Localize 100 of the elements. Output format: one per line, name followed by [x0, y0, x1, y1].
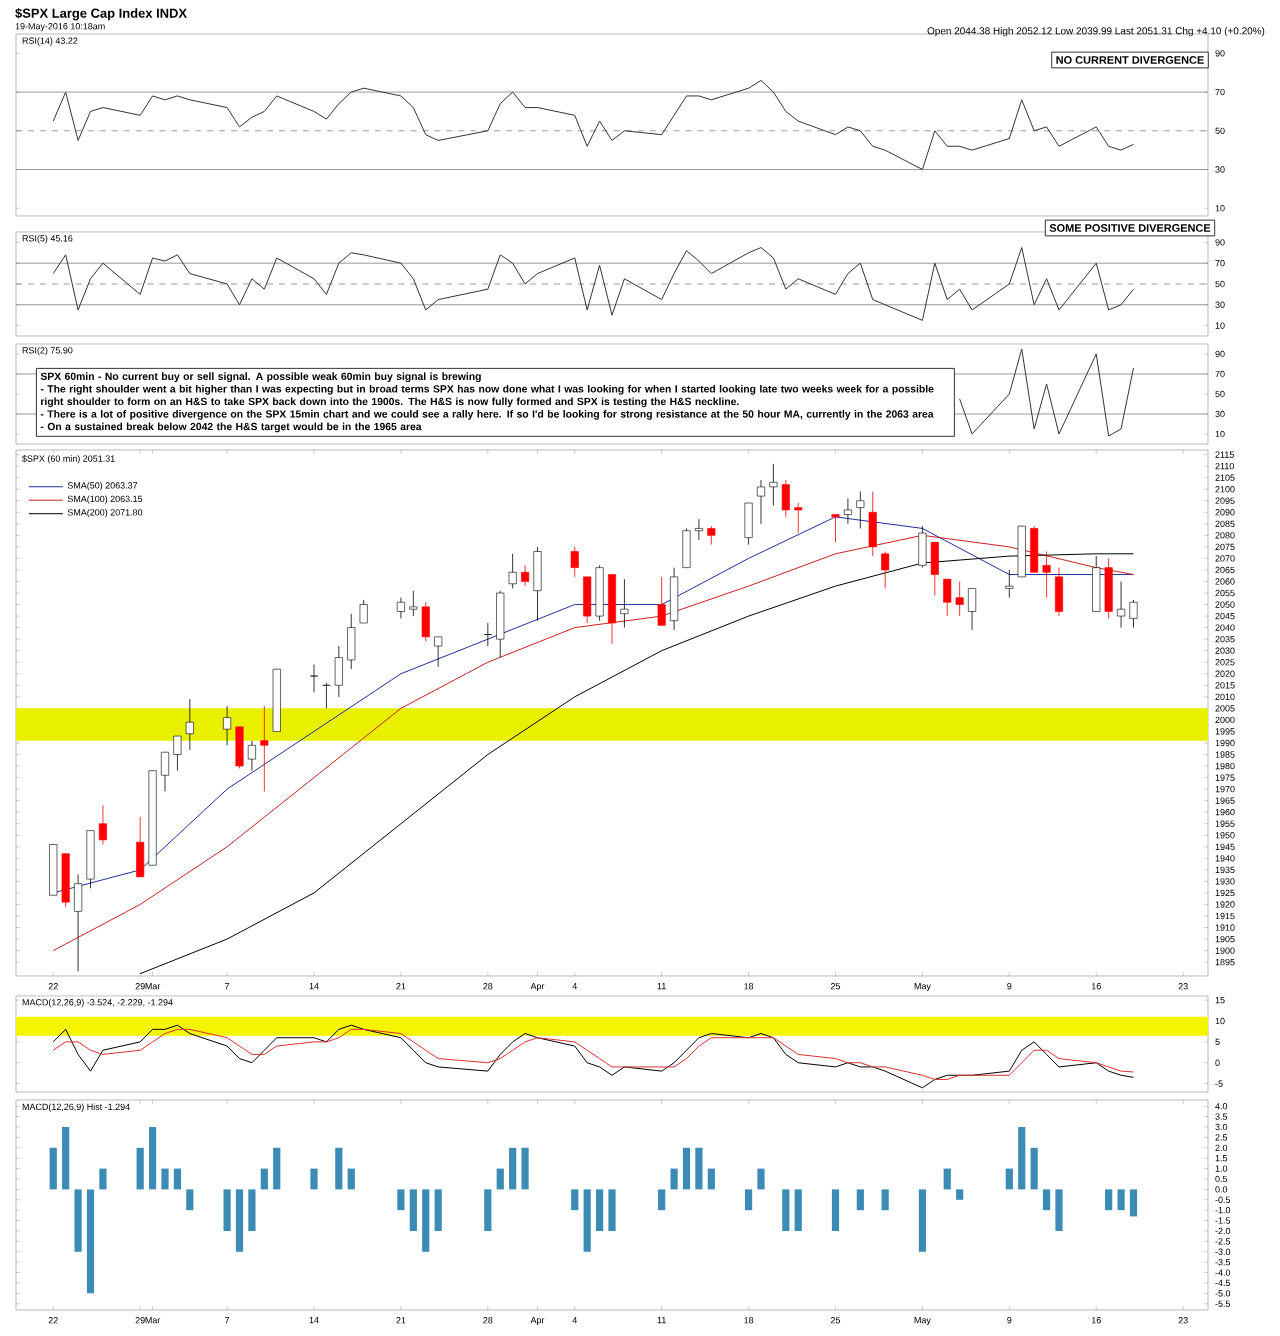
candlestick	[309, 664, 319, 693]
candlestick	[694, 518, 703, 541]
bar	[223, 1189, 231, 1231]
bar	[695, 1147, 703, 1190]
candlestick	[223, 705, 232, 746]
bar	[608, 1189, 616, 1231]
bar	[1042, 1189, 1051, 1211]
bar	[235, 1189, 244, 1252]
bar	[409, 1189, 417, 1231]
bar	[310, 1168, 318, 1190]
candlestick	[409, 590, 418, 617]
bar	[744, 1189, 753, 1211]
bar	[782, 1189, 790, 1231]
bar	[335, 1147, 343, 1190]
candlestick	[347, 613, 356, 670]
bar	[583, 1189, 591, 1252]
candlestick	[620, 578, 629, 629]
bar	[161, 1168, 169, 1190]
bar	[496, 1168, 504, 1190]
candlestick	[74, 874, 83, 972]
bar	[173, 1168, 182, 1190]
candlestick	[260, 705, 269, 792]
bar	[571, 1189, 579, 1211]
bar	[757, 1168, 765, 1190]
bar	[1030, 1147, 1038, 1190]
candlestick	[794, 502, 803, 534]
candlestick	[396, 597, 405, 619]
bar	[521, 1147, 529, 1190]
line-series	[52, 247, 1134, 321]
candlestick	[707, 525, 716, 545]
bar	[956, 1189, 964, 1200]
candlestick	[868, 491, 877, 557]
bar	[148, 1127, 157, 1190]
candlestick	[682, 528, 691, 569]
candlestick	[930, 541, 939, 596]
bar	[74, 1189, 82, 1252]
bar	[943, 1168, 951, 1190]
bar	[136, 1147, 144, 1190]
candlestick	[831, 514, 840, 543]
candlestick	[1054, 567, 1064, 617]
candlestick	[881, 551, 890, 589]
bar	[49, 1147, 57, 1190]
bar	[397, 1189, 405, 1211]
bar	[1018, 1127, 1026, 1190]
bar	[856, 1189, 864, 1211]
candlestick	[185, 698, 194, 751]
candlestick	[1129, 599, 1138, 629]
candlestick	[496, 590, 505, 659]
candlestick	[247, 740, 256, 772]
bar	[707, 1168, 715, 1190]
bar	[248, 1189, 256, 1231]
bar	[1129, 1189, 1138, 1217]
candlestick	[508, 553, 517, 589]
candlestick	[856, 491, 865, 529]
bar	[918, 1189, 927, 1252]
bar	[831, 1189, 840, 1231]
candlestick	[570, 546, 579, 578]
candlestick	[583, 576, 592, 624]
bar	[881, 1189, 889, 1211]
candlestick	[968, 588, 977, 631]
bar	[682, 1147, 691, 1190]
bar	[1005, 1168, 1013, 1190]
bar	[1117, 1189, 1125, 1211]
candlestick	[173, 735, 182, 772]
candlestick	[1117, 581, 1126, 629]
candlestick	[359, 599, 368, 624]
bar	[86, 1189, 95, 1294]
bar	[484, 1189, 492, 1231]
bar	[260, 1168, 268, 1190]
bar	[1105, 1189, 1113, 1211]
candlestick	[670, 567, 679, 631]
bar	[794, 1189, 802, 1231]
line-series	[52, 79, 1134, 171]
candlestick	[98, 804, 107, 845]
bar	[422, 1189, 430, 1252]
bar	[186, 1189, 194, 1211]
candlestick	[657, 576, 666, 626]
candlestick	[160, 751, 170, 792]
candlestick	[334, 645, 343, 698]
candlestick	[744, 502, 753, 545]
bar	[658, 1189, 666, 1211]
candlestick	[136, 816, 145, 878]
candlestick	[781, 479, 790, 518]
bar	[434, 1189, 442, 1231]
line-series	[959, 348, 1134, 437]
candlestick	[421, 601, 430, 642]
bar	[99, 1168, 107, 1190]
candlestick	[769, 463, 778, 506]
candlestick	[843, 498, 852, 525]
candlestick	[533, 546, 542, 622]
bar	[670, 1168, 678, 1190]
candlestick	[521, 564, 530, 587]
bar	[1055, 1189, 1063, 1231]
candlestick	[235, 726, 244, 769]
candlestick	[1104, 558, 1113, 619]
bar	[595, 1189, 604, 1231]
bar	[62, 1127, 70, 1190]
candlestick	[434, 636, 443, 668]
candlestick	[1005, 569, 1014, 599]
bar	[509, 1147, 517, 1190]
